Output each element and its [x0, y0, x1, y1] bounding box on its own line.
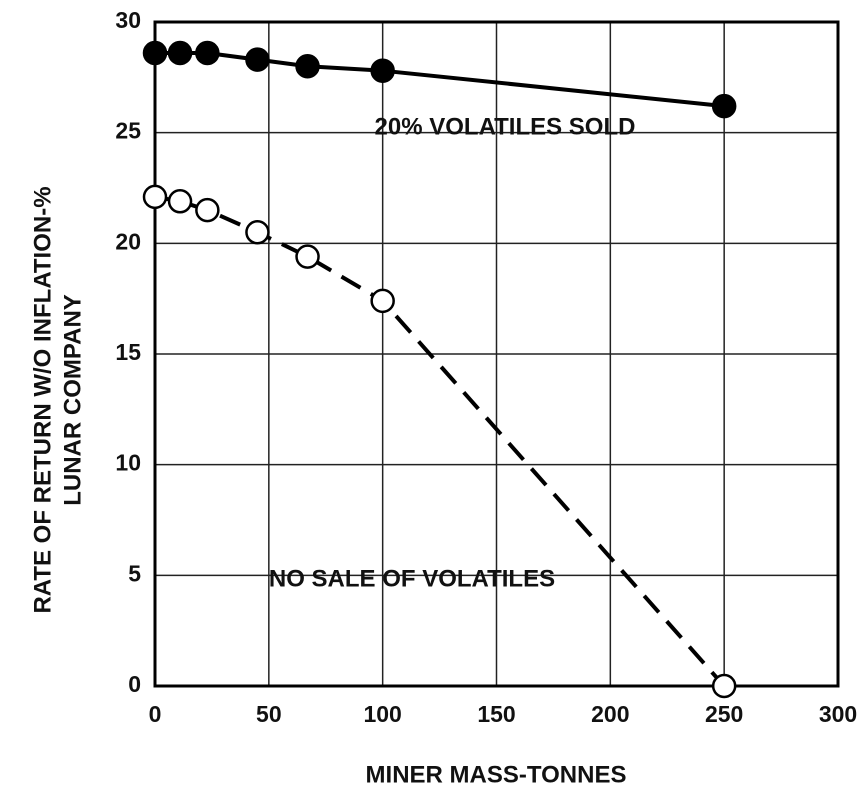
data-point: [295, 54, 320, 79]
data-point: [195, 40, 220, 66]
data-point: [245, 47, 270, 72]
data-point: [370, 288, 395, 314]
series-annotation: 20% VOLATILES SOLD: [375, 113, 636, 140]
series-line: [154, 194, 726, 688]
data-point: [195, 197, 220, 223]
y-tick-label: 15: [115, 339, 141, 365]
y-tick-label: 30: [115, 7, 141, 33]
x-tick-label: 200: [591, 701, 629, 727]
x-tick-label: 300: [819, 701, 857, 727]
x-tick-label: 0: [149, 701, 162, 727]
data-point: [167, 189, 193, 214]
x-axis-label: MINER MASS-TONNES: [366, 761, 627, 788]
series-line: [155, 50, 725, 109]
x-tick-label: 250: [705, 701, 743, 727]
y-tick-label: 5: [128, 560, 141, 586]
y-tick-label: 10: [115, 450, 141, 476]
x-tick-label: 50: [256, 701, 282, 727]
data-point: [167, 40, 193, 66]
x-tick-label: 150: [477, 701, 515, 727]
data-point: [370, 58, 395, 83]
data-point: [711, 673, 737, 699]
y-tick-label: 25: [115, 118, 141, 144]
x-tick-label: 100: [363, 701, 401, 727]
data-point: [295, 244, 320, 269]
y-axis-label: LUNAR COMPANY: [59, 294, 86, 506]
plot-frame: [153, 20, 840, 688]
series-annotation: NO SALE OF VOLATILES: [269, 565, 555, 592]
data-point: [142, 184, 168, 210]
data-point: [245, 220, 270, 245]
data-point: [142, 40, 168, 66]
y-tick-label: 20: [115, 228, 141, 254]
y-axis-label: RATE OF RETURN W/O INFLATION-%: [29, 186, 56, 613]
data-point: [711, 93, 737, 119]
y-tick-label: 0: [128, 671, 141, 697]
